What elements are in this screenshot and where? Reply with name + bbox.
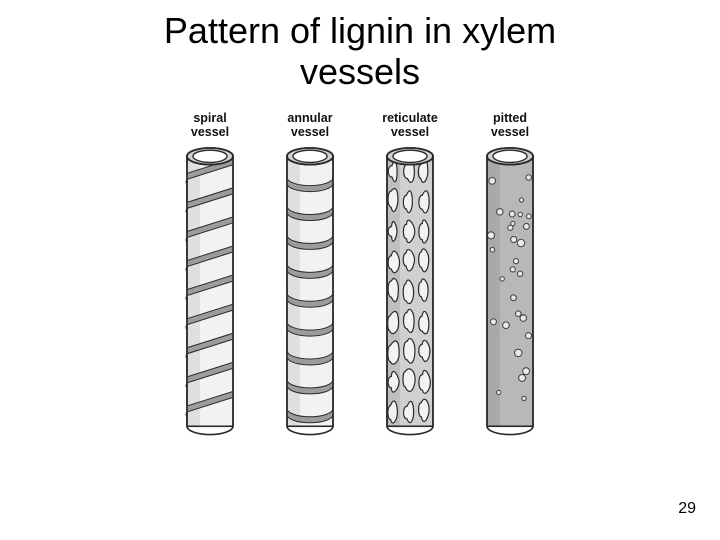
page-title: Pattern of lignin in xylem vessels xyxy=(0,0,720,93)
vessel-spiral: spiralvessel xyxy=(171,111,249,442)
vessel-svg-reticulate xyxy=(378,146,442,442)
vessel-label-reticulate: reticulatevessel xyxy=(382,111,438,140)
vessel-label-spiral: spiralvessel xyxy=(191,111,229,140)
vessels-figure: spiralvessel annularvessel reticulatevesse… xyxy=(0,111,720,442)
vessel-svg-spiral xyxy=(178,146,242,442)
title-line-1: Pattern of lignin in xylem xyxy=(164,10,556,51)
vessel-label-annular: annularvessel xyxy=(287,111,332,140)
title-line-2: vessels xyxy=(300,51,420,92)
vessel-pitted: pittedvessel xyxy=(471,111,549,442)
vessel-reticulate: reticulatevessel xyxy=(371,111,449,442)
vessel-annular: annularvessel xyxy=(271,111,349,442)
vessel-svg-pitted xyxy=(478,146,542,442)
vessel-label-pitted: pittedvessel xyxy=(491,111,529,140)
page-number: 29 xyxy=(678,500,696,518)
vessel-svg-annular xyxy=(278,146,342,442)
